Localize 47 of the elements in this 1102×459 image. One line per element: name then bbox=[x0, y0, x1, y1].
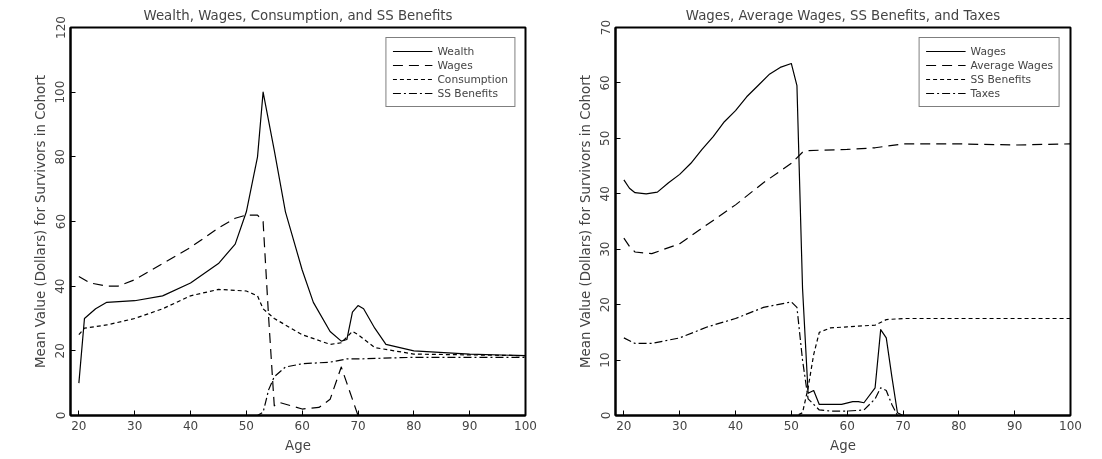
x-tick-label: 80 bbox=[406, 418, 422, 433]
chart-title: Wealth, Wages, Consumption, and SS Benefits bbox=[143, 7, 453, 23]
y-tick-label: 20 bbox=[598, 297, 613, 313]
x-tick-label: 50 bbox=[238, 418, 255, 433]
x-tick-label: 20 bbox=[71, 418, 87, 433]
y-axis-title: Mean Value (Dollars) for Survivors in Cohort bbox=[577, 75, 593, 368]
chart-title: Wages, Average Wages, SS Benefits, and Taxes bbox=[685, 7, 1001, 23]
x-tick-label: 80 bbox=[951, 418, 967, 433]
x-tick-label: 90 bbox=[462, 418, 478, 433]
legend-label: SS Benefits bbox=[970, 72, 1032, 86]
x-tick-label: 100 bbox=[514, 418, 537, 433]
legend-label: Average Wages bbox=[970, 58, 1053, 72]
x-tick-label: 70 bbox=[895, 418, 911, 433]
legend-label: Wages bbox=[970, 44, 1006, 58]
x-tick-label: 40 bbox=[182, 418, 199, 433]
x-tick-label: 60 bbox=[839, 418, 855, 433]
y-tick-label: 80 bbox=[53, 149, 68, 165]
y-tick-label: 100 bbox=[53, 80, 68, 104]
y-tick-label: 40 bbox=[598, 186, 613, 202]
y-tick-label: 20 bbox=[53, 343, 68, 359]
x-tick-label: 40 bbox=[727, 418, 744, 433]
y-tick-label: 30 bbox=[598, 241, 613, 257]
legend-label: Wealth bbox=[437, 44, 475, 58]
legend-label: Wages bbox=[437, 58, 473, 72]
y-tick-label: 10 bbox=[598, 352, 613, 368]
x-tick-label: 100 bbox=[1059, 418, 1082, 433]
y-tick-label: 0 bbox=[598, 411, 613, 420]
y-tick-label: 60 bbox=[53, 213, 68, 230]
x-tick-label: 20 bbox=[616, 418, 632, 433]
x-tick-label: 60 bbox=[294, 418, 310, 433]
x-tick-label: 50 bbox=[783, 418, 800, 433]
y-tick-label: 50 bbox=[598, 130, 613, 146]
legend-label: Consumption bbox=[437, 72, 508, 86]
x-tick-label: 70 bbox=[350, 418, 366, 433]
y-tick-label: 120 bbox=[53, 16, 68, 39]
y-axis-title: Mean Value (Dollars) for Survivors in Cohort bbox=[32, 75, 48, 368]
y-tick-label: 0 bbox=[53, 411, 68, 420]
y-tick-label: 70 bbox=[598, 19, 613, 36]
y-tick-label: 60 bbox=[598, 75, 613, 91]
legend-label: Taxes bbox=[970, 86, 1000, 100]
y-tick-label: 40 bbox=[53, 278, 68, 294]
x-tick-label: 30 bbox=[672, 418, 688, 433]
x-axis-title: Age bbox=[285, 437, 311, 453]
legend-label: SS Benefits bbox=[437, 86, 498, 100]
x-axis-title: Age bbox=[830, 437, 856, 453]
x-tick-label: 90 bbox=[1007, 418, 1023, 433]
x-tick-label: 30 bbox=[127, 418, 143, 433]
